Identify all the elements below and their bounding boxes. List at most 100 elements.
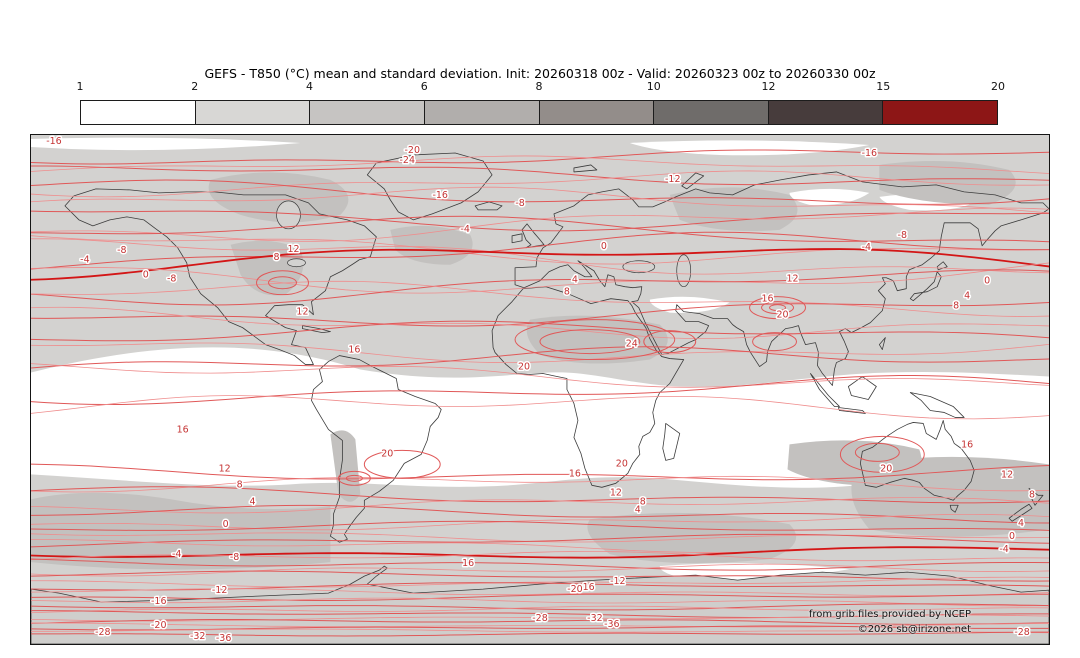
- contour-label: 4: [250, 496, 256, 507]
- contour-line: [31, 551, 1049, 562]
- contour-line: [31, 520, 1049, 531]
- contour-line: [31, 625, 1049, 631]
- contour-label: 20: [518, 362, 530, 373]
- contour-label: 8: [640, 496, 646, 507]
- contour-line: [31, 346, 1049, 369]
- credit-line-copyright: ©2026 sb@irizone.net: [857, 624, 971, 635]
- contour-label: -12: [665, 174, 680, 185]
- contour-line: [31, 558, 1049, 571]
- contour-label: -12: [212, 585, 227, 596]
- contour-label: 20: [776, 310, 788, 321]
- closed-contour: [761, 301, 795, 315]
- contour-label: 20: [880, 463, 892, 474]
- contour-value-labels: -16-20-24-16-12-16-8-40 -8128-8-4048-8-40…: [45, 135, 1037, 644]
- contour-label: 24: [626, 339, 638, 350]
- colorbar-tick-label: 20: [991, 80, 1005, 93]
- contour-label: -20: [151, 620, 166, 631]
- contour-line: [31, 306, 1049, 339]
- contour-label: -16: [432, 190, 447, 201]
- contour-label: 12: [219, 463, 231, 474]
- colorbar-tick-label: 8: [535, 80, 543, 93]
- contour-line: [31, 320, 1049, 342]
- contour-label: -28: [532, 613, 547, 624]
- contour-label: 16: [462, 558, 474, 569]
- iceland-coast: [474, 201, 503, 211]
- contour-label: -4: [999, 544, 1008, 555]
- contour-label: -4: [862, 242, 871, 253]
- colorbar: [80, 100, 998, 125]
- contour-label: 8: [1029, 489, 1035, 500]
- colorbar-segment: [309, 101, 424, 124]
- contour-line: [31, 375, 1049, 405]
- novaya-zemlya-coast: [681, 172, 705, 190]
- great-lakes: [287, 258, 306, 268]
- colorbar-segment: [538, 101, 654, 124]
- colorbar-segment: [767, 101, 883, 124]
- tasmania-coast: [949, 504, 959, 513]
- contour-line: [31, 165, 1049, 186]
- contour-label: 16: [348, 345, 360, 356]
- contour-label: -12: [610, 576, 625, 587]
- contour-line: [31, 588, 1049, 597]
- colorbar-tick-labels: 1 2 4 6 8 10 12 15 20: [76, 80, 1006, 94]
- contour-label: -36: [216, 633, 231, 644]
- contour-label: -32: [190, 631, 205, 642]
- credit-line-source: from grib files provided by NCEP: [808, 609, 971, 620]
- contour-label: 0: [984, 276, 990, 287]
- contour-line: [31, 269, 1049, 306]
- closed-contour: [539, 329, 641, 355]
- colorbar-segment: [194, 101, 310, 124]
- contour-line: [31, 582, 1049, 591]
- closed-contour: [345, 474, 363, 482]
- contour-label: -4: [80, 255, 89, 266]
- coastlines: [31, 152, 1049, 644]
- contour-line: [31, 593, 1049, 601]
- contour-line: [31, 614, 1049, 622]
- contour-label: 16: [762, 294, 774, 305]
- contour-label: -16: [151, 596, 166, 607]
- colorbar-tick-label: 1: [76, 80, 84, 93]
- contour-label: -36: [604, 619, 619, 630]
- contour-line: [31, 628, 1049, 634]
- contour-label: 4: [964, 291, 970, 302]
- new-zealand-north-coast: [1028, 487, 1044, 506]
- contour-label: 20: [381, 448, 393, 459]
- contour-line: [31, 186, 1049, 214]
- colorbar-segment: [81, 101, 195, 124]
- contour-label: 4: [635, 504, 641, 515]
- colorbar-tick-label: 10: [646, 80, 661, 93]
- contour-label: 8: [274, 252, 280, 263]
- closed-contour: [749, 296, 806, 320]
- borneo-coast: [847, 376, 877, 400]
- africa-coast: [491, 286, 685, 488]
- colorbar-tick-label: 4: [306, 80, 313, 93]
- contour-label: 0: [601, 241, 607, 252]
- contour-line: [31, 576, 1049, 588]
- contour-line: [31, 546, 1049, 559]
- cuba-coast: [302, 325, 331, 334]
- japan-coast: [909, 271, 942, 302]
- contour-line: [31, 149, 1049, 165]
- contour-line: [31, 342, 1049, 364]
- contour-label: 0: [143, 270, 149, 281]
- caspian-sea: [676, 254, 692, 288]
- contour-line: [31, 603, 1049, 611]
- contour-label: -8: [515, 198, 524, 209]
- colorbar-segment: [423, 101, 539, 124]
- closed-contour: [268, 276, 297, 290]
- contour-line: [31, 563, 1049, 577]
- chart-title: GEFS - T850 (°C) mean and standard devia…: [204, 66, 876, 81]
- contour-line: [31, 238, 1049, 275]
- closed-contour: [752, 332, 797, 352]
- colorbar-tick-label: 12: [761, 80, 776, 93]
- contour-line: [31, 235, 1049, 265]
- contour-line: [31, 280, 1049, 317]
- contour-label: -8: [117, 245, 126, 256]
- contour-line: [31, 605, 1049, 614]
- contour-line: [31, 486, 1049, 504]
- philippines-coast: [878, 337, 886, 350]
- contour-label: -8: [898, 230, 907, 241]
- contour-label: 0: [1009, 531, 1015, 542]
- contour-line: [31, 210, 1049, 232]
- contour-label: -16: [579, 582, 594, 593]
